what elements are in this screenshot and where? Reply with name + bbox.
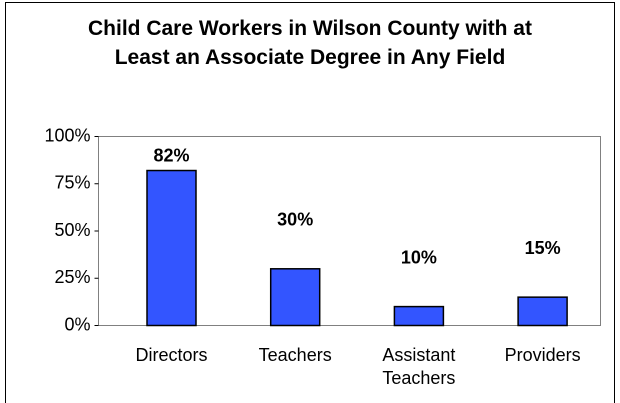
data-label: 10% bbox=[401, 247, 437, 267]
y-tick-label: 75% bbox=[54, 173, 90, 193]
chart-title: Child Care Workers in Wilson County with… bbox=[88, 17, 532, 69]
x-tick-label: Teachers bbox=[258, 345, 332, 365]
bar bbox=[393, 305, 445, 327]
x-tick-label: Directors bbox=[135, 345, 208, 365]
chart-border bbox=[5, 2, 615, 403]
bar bbox=[146, 169, 197, 327]
y-tick-label: 100% bbox=[44, 125, 90, 145]
bar bbox=[269, 268, 321, 327]
bar bbox=[517, 296, 568, 327]
data-label: 82% bbox=[153, 145, 189, 165]
y-tick-label: 0% bbox=[64, 314, 90, 334]
y-tick-label: 25% bbox=[54, 267, 90, 287]
data-label: 15% bbox=[525, 238, 561, 258]
y-tick-label: 50% bbox=[54, 220, 90, 240]
data-label: 30% bbox=[277, 210, 313, 230]
x-tick-label: Assistant Teachers bbox=[382, 345, 456, 388]
x-tick-label: Providers bbox=[504, 345, 581, 365]
